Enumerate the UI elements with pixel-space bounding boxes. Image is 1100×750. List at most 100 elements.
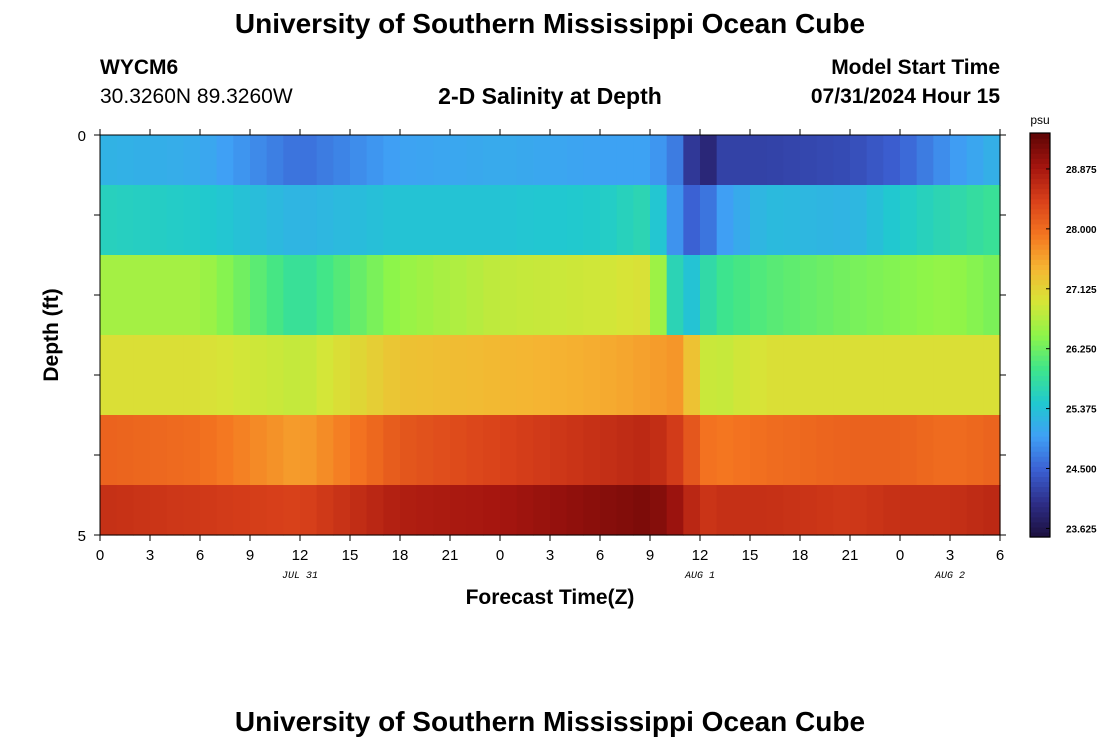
heatmap-cell	[550, 185, 568, 256]
heatmap-cell	[350, 335, 368, 416]
date-label: AUG 1	[684, 571, 715, 582]
x-tick-label: 0	[896, 547, 904, 564]
heatmap-cell	[783, 415, 801, 486]
heatmap-cell	[466, 485, 484, 536]
heatmap-cell	[983, 135, 1001, 186]
colorbar-segment	[1030, 405, 1050, 412]
heatmap-cell	[583, 485, 601, 536]
heatmap-cell	[350, 135, 368, 186]
heatmap-cell	[866, 135, 884, 186]
heatmap-cell	[133, 485, 151, 536]
model-start-label: Model Start Time	[831, 56, 1000, 79]
colorbar-segment	[1030, 425, 1050, 432]
heatmap-cell	[200, 185, 218, 256]
heatmap-cell	[216, 135, 234, 186]
heatmap-cell	[366, 135, 384, 186]
colorbar-frame	[1029, 132, 1051, 538]
x-tick-label: 9	[646, 547, 654, 564]
heatmap-cell	[516, 415, 534, 486]
heatmap-cell	[916, 415, 934, 486]
heatmap-cell	[150, 255, 168, 336]
heatmap-cell	[583, 415, 601, 486]
colorbar-segment	[1030, 168, 1050, 174]
heatmap-cell	[950, 135, 968, 186]
plot-title: 2-D Salinity at Depth	[438, 83, 662, 109]
heatmap-cell	[316, 335, 334, 416]
heatmap-cell	[283, 335, 301, 416]
heatmap-cell	[533, 415, 551, 486]
colorbar-segment	[1030, 516, 1050, 523]
heatmap-cell	[800, 135, 818, 186]
heatmap-cell	[866, 485, 884, 536]
colorbar-segment	[1030, 259, 1050, 265]
x-tick-label: 3	[946, 547, 954, 564]
colorbar-segment	[1030, 299, 1050, 306]
heatmap-cell	[433, 135, 451, 186]
heatmap-cell	[916, 485, 934, 536]
x-tick-label: 6	[996, 547, 1004, 564]
heatmap-cell	[766, 185, 784, 256]
colorbar-segment	[1030, 279, 1050, 286]
colorbar-segment	[1030, 153, 1050, 159]
heatmap-cell	[100, 415, 118, 486]
heatmap-cell	[383, 185, 401, 256]
heatmap-cell	[916, 185, 934, 256]
colorbar-segment	[1030, 461, 1050, 467]
heatmap-cell	[366, 415, 384, 486]
heatmap-cell	[433, 255, 451, 336]
heatmap-cell	[500, 135, 518, 186]
date-label: JUL 31	[282, 571, 318, 582]
colorbar-segment	[1030, 420, 1050, 427]
heatmap-cell	[350, 485, 368, 536]
heatmap-cell	[183, 485, 201, 536]
heatmap-cell	[566, 485, 584, 536]
heatmap-cell	[900, 415, 918, 486]
heatmap-cell	[450, 335, 468, 416]
heatmap-cell	[933, 415, 951, 486]
heatmap-cell	[666, 415, 684, 486]
colorbar-segment	[1030, 254, 1050, 260]
colorbar-segment	[1030, 138, 1050, 144]
colorbar-segment	[1030, 436, 1050, 442]
heatmap-cell	[366, 255, 384, 336]
heatmap-cell	[266, 255, 284, 336]
x-tick-label: 21	[442, 547, 459, 564]
heatmap-cell	[816, 255, 834, 336]
heatmap-cell	[700, 255, 718, 336]
heatmap-cell	[533, 485, 551, 536]
heatmap-cell	[316, 485, 334, 536]
heatmap-cell	[916, 255, 934, 336]
heatmap-cell	[800, 415, 818, 486]
colorbar-segment	[1030, 446, 1050, 452]
heatmap-cell	[483, 415, 501, 486]
heatmap-cell	[250, 485, 268, 536]
heatmap-cell	[116, 255, 134, 336]
y-axis-label: Depth (ft)	[40, 288, 63, 381]
x-tick-label: 15	[742, 547, 759, 564]
heatmap-cell	[166, 135, 184, 186]
heatmap-cell	[800, 485, 818, 536]
heatmap-cell	[516, 255, 534, 336]
heatmap-cell	[883, 485, 901, 536]
heatmap-cell	[333, 485, 351, 536]
heatmap-cell	[983, 255, 1001, 336]
x-axis-label: Forecast Time(Z)	[466, 586, 635, 609]
heatmap-cell	[500, 255, 518, 336]
colorbar-segment	[1030, 506, 1050, 513]
heatmap-cell	[266, 185, 284, 256]
heatmap-cell	[583, 255, 601, 336]
heatmap-cell	[150, 335, 168, 416]
heatmap-cell	[416, 485, 434, 536]
colorbar-tick-label: 26.250	[1066, 345, 1097, 356]
page-title: University of Southern Mississippi Ocean…	[234, 8, 866, 39]
heatmap-cell	[550, 335, 568, 416]
heatmap-cell	[150, 415, 168, 486]
heatmap-cell	[183, 185, 201, 256]
heatmap-cell	[666, 135, 684, 186]
heatmap-cell	[166, 415, 184, 486]
heatmap-cell	[850, 415, 868, 486]
colorbar-unit: psu	[1030, 113, 1049, 127]
colorbar-segment	[1030, 158, 1050, 164]
heatmap-cell	[566, 135, 584, 186]
heatmap-cell	[700, 415, 718, 486]
